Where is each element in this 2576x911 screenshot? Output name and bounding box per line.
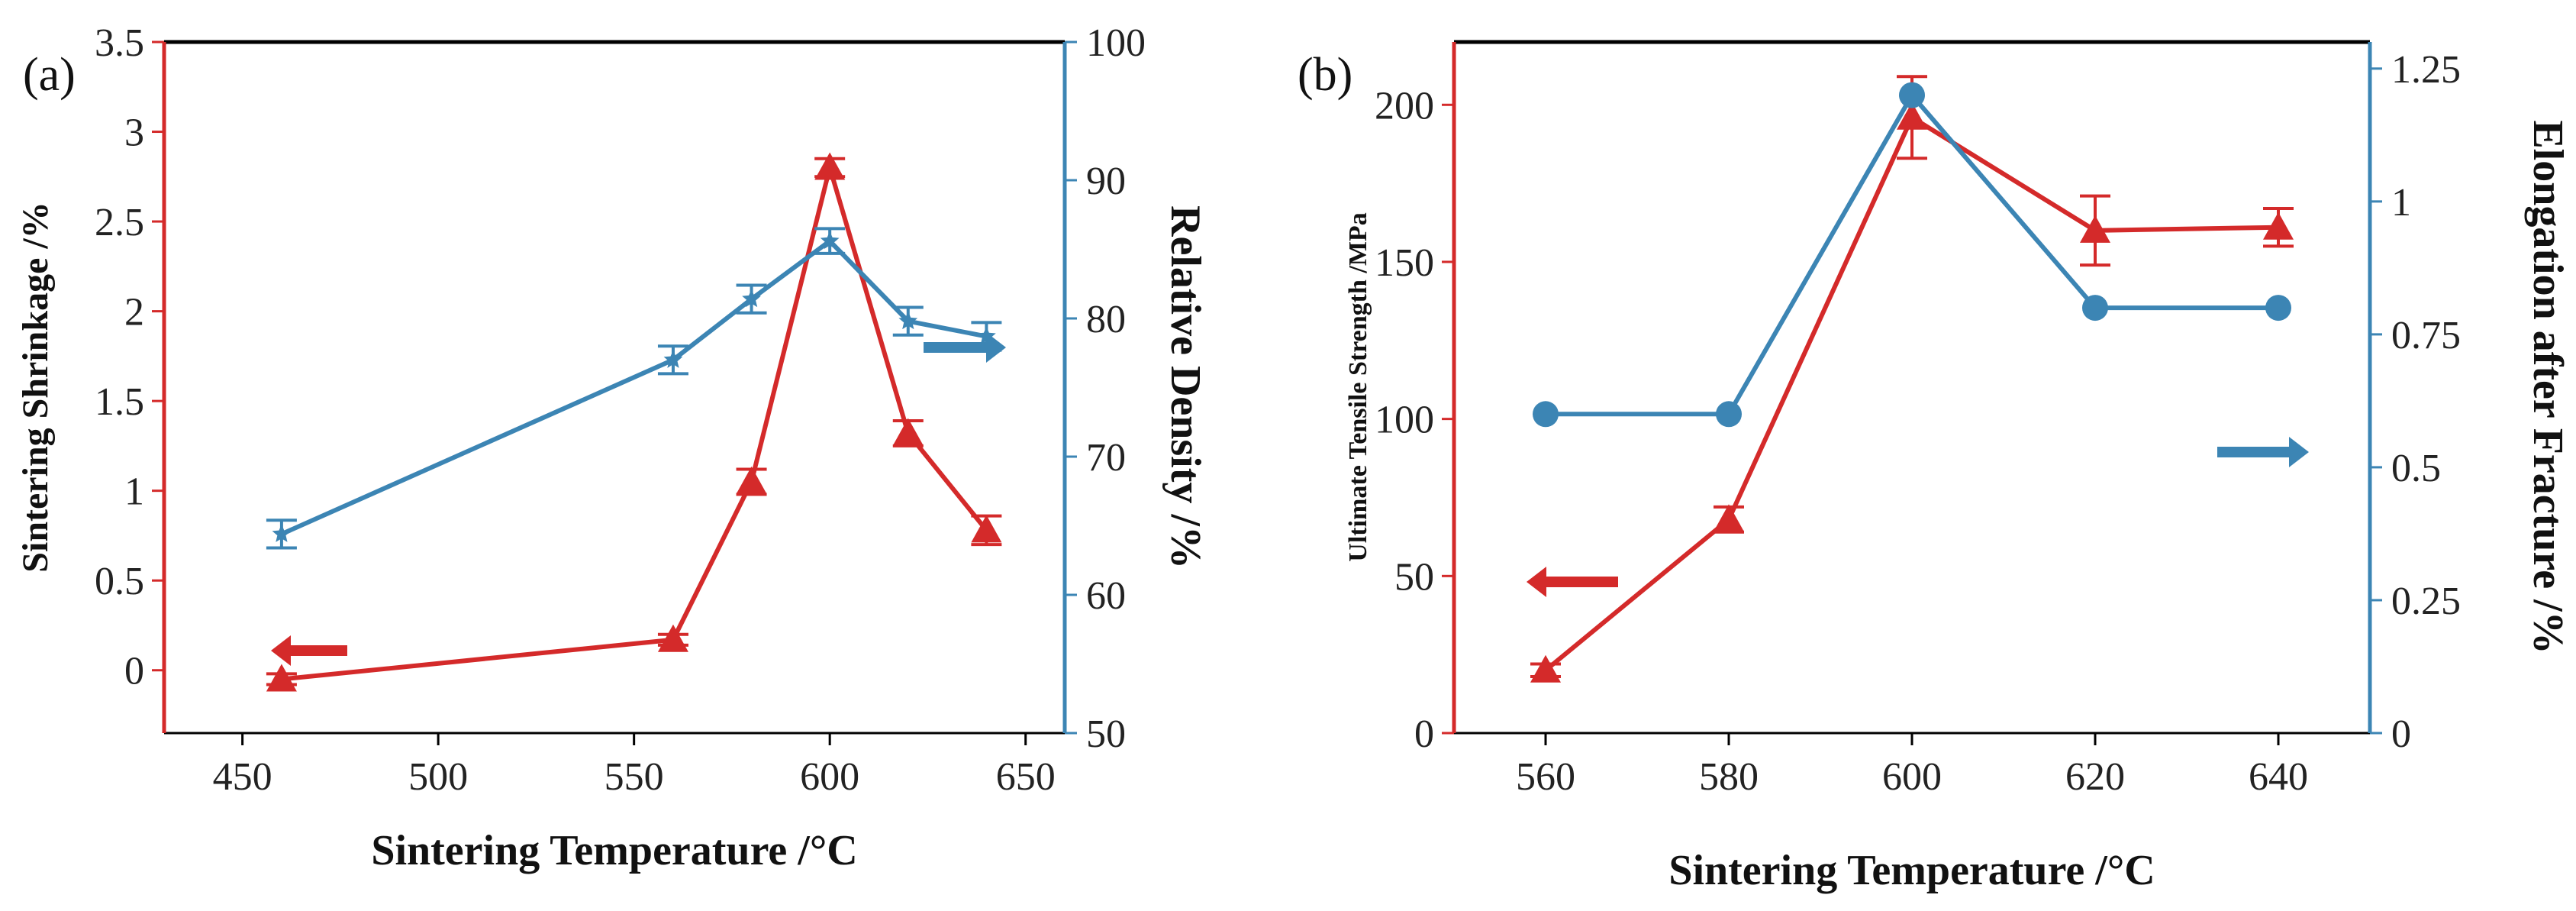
x-tick-label: 620 [2065,755,2125,799]
y2-tick-label: 90 [1086,160,1126,203]
x-tick-label: 560 [1516,755,1575,799]
y2-tick-label: 1 [2391,181,2411,225]
y2-tick-label: 50 [1086,712,1126,756]
arrow-head [271,635,291,666]
right-axis-arrow-a [924,332,1006,363]
triangle-point [1897,102,1927,130]
y-tick-label: 150 [1375,241,1434,285]
y-axis-title: Sintering Shrinkage /% [15,202,56,572]
triangle-point [1714,504,1744,532]
arrow-head [1527,567,1546,597]
y-tick-label: 200 [1375,84,1434,128]
y-tick-label: 2 [124,291,144,334]
star-point [272,524,292,542]
triangle-point [814,152,846,180]
y-tick-label: 0 [124,650,144,693]
star-point [663,350,683,368]
series-line [1544,114,2279,673]
x-tick-label: 450 [213,755,272,799]
triangle-point [2263,212,2294,240]
y-tick-label: 3 [124,111,144,155]
y2-tick-label: 1.25 [2391,48,2461,92]
y-tick-label: 1.5 [95,380,144,424]
x-tick-label: 640 [2249,755,2308,799]
y-tick-label: 0 [1414,712,1434,756]
x-tick-label: 500 [408,755,468,799]
circle-point [1716,401,1742,428]
series-left [1530,75,2294,683]
series-left [266,152,1002,692]
y2-tick-label: 80 [1086,298,1126,341]
y2-axis-title: Elongation after Fracture /% [2524,120,2571,654]
y2-tick-label: 100 [1086,21,1146,65]
triangle-point [1530,654,1561,683]
y-tick-label: 1 [124,470,144,514]
y-tick-label: 50 [1394,555,1434,599]
arrow-head [986,332,1006,363]
left-axis-arrow-b [1527,567,1618,597]
chart-panel-b: 560 580 600 620 640 0 50 100 150 200 0 0.25 0.5 0.75 1… [1298,40,2571,894]
circle-point [2265,295,2291,321]
y-tick-label: 100 [1375,399,1434,442]
circle-point [2082,295,2108,321]
y-tick-label: 3.5 [95,21,144,65]
x-tick-label: 550 [605,755,664,799]
y-tick-label: 0.5 [95,560,144,603]
y2-tick-label: 0.75 [2391,314,2461,357]
series-right [266,227,1002,550]
x-tick-label: 650 [996,755,1056,799]
y-tick-label: 2.5 [95,201,144,244]
triangle-point [266,664,297,692]
panel-label: (b) [1298,49,1352,101]
x-tick-label: 600 [800,755,859,799]
y2-tick-label: 0.5 [2391,447,2441,490]
x-axis-title: Sintering Temperature /°C [371,827,857,874]
x-tick-label: 600 [1882,755,1942,799]
right-axis-arrow-b [2217,437,2309,467]
star-point [742,289,761,308]
x-tick-label: 580 [1699,755,1759,799]
triangle-point [736,466,767,494]
series-right [1533,82,2291,428]
triangle-point [2080,215,2110,243]
y2-tick-label: 0.25 [2391,580,2461,623]
y2-tick-label: 0 [2391,712,2411,756]
triangle-point [657,624,688,652]
triangle-point [971,515,1002,543]
star-point [820,231,840,250]
circle-point [1899,82,1925,108]
y-axis-title: Ultimate Tensile Strength /MPa [1344,212,1372,561]
y2-tick-label: 60 [1086,574,1126,618]
panel-label: (a) [23,49,76,101]
star-point [898,311,918,330]
chart-panel-a: 450 500 550 600 650 0 0.5 1 1.5 2 2.5 3 3.5 50 60 70 80 9… [15,21,1209,874]
arrow-head [2289,437,2309,467]
series-line [280,237,987,537]
y2-tick-label: 70 [1086,436,1126,480]
left-axis-arrow-a [271,635,347,666]
y2-axis-title: Relative Density /% [1162,205,1209,569]
series-line [281,159,988,682]
x-axis-title: Sintering Temperature /°C [1668,847,2155,894]
triangle-point [892,418,924,446]
circle-point [1533,401,1559,428]
